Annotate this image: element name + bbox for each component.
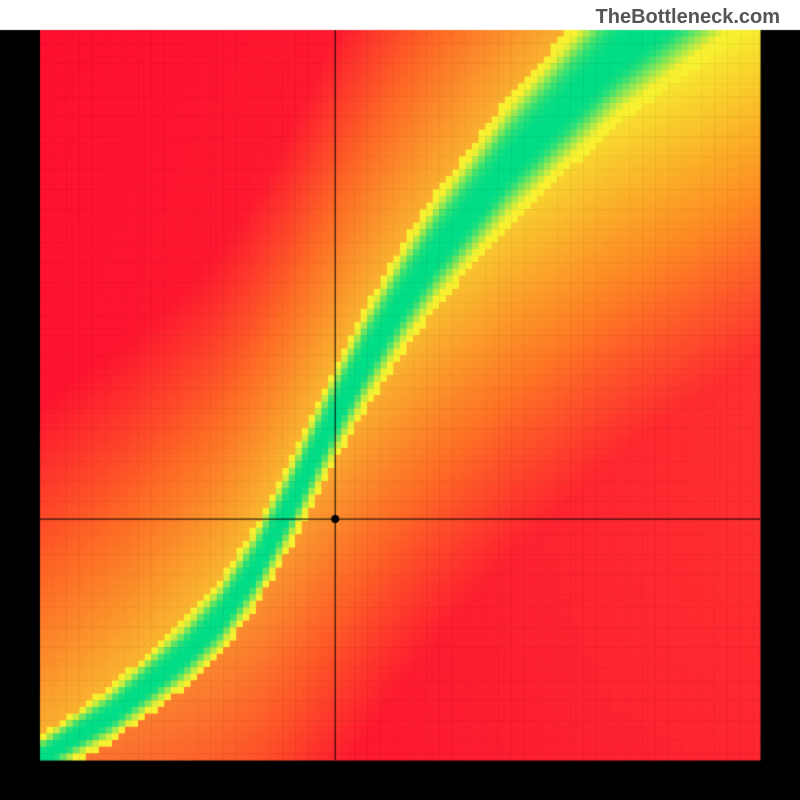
- watermark-text: TheBottleneck.com: [596, 6, 780, 29]
- bottleneck-heatmap: [0, 0, 800, 800]
- chart-container: TheBottleneck.com: [0, 0, 800, 800]
